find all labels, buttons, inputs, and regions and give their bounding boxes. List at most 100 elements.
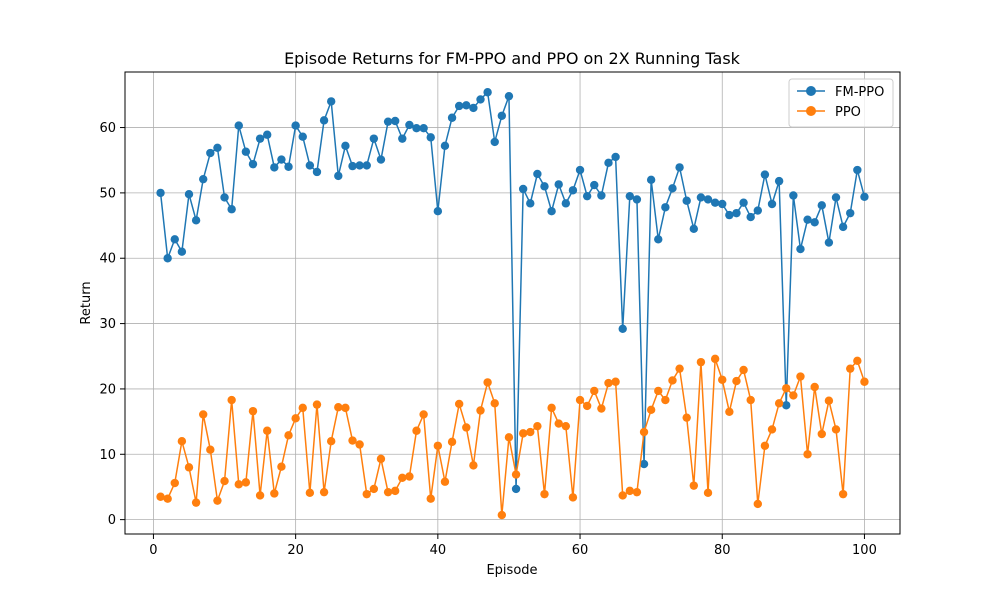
data-point-fm-ppo [739, 198, 748, 207]
data-point-ppo [184, 463, 194, 472]
data-point-fm-ppo [561, 199, 571, 208]
data-point-ppo [654, 386, 663, 396]
series-fm-ppo [156, 88, 869, 494]
data-point-fm-ppo [156, 188, 165, 198]
data-point-ppo [526, 427, 535, 437]
data-point-fm-ppo [789, 191, 798, 200]
data-point-fm-ppo [227, 205, 236, 214]
data-point-fm-ppo [554, 180, 563, 189]
legend-label-fm-ppo: FM-PPO [835, 85, 884, 100]
series-layer [156, 88, 869, 520]
data-point-ppo [568, 493, 578, 502]
data-point-ppo [376, 454, 386, 464]
data-point-ppo [213, 496, 222, 505]
data-point-ppo [398, 473, 407, 483]
legend-label-ppo: PPO [835, 105, 861, 120]
data-point-ppo [170, 478, 179, 488]
data-point-ppo [718, 375, 727, 384]
data-point-ppo [227, 395, 236, 405]
data-point-ppo [746, 395, 755, 405]
data-point-ppo [291, 414, 300, 423]
data-point-ppo [547, 403, 556, 413]
y-tick-label: 30 [99, 317, 116, 332]
data-point-fm-ppo [305, 161, 315, 170]
data-point-fm-ppo [703, 195, 713, 204]
data-point-ppo [405, 472, 414, 481]
data-point-ppo [177, 437, 187, 446]
data-point-ppo [760, 441, 770, 450]
data-point-fm-ppo [234, 121, 243, 130]
y-tick-label: 10 [99, 448, 116, 463]
data-point-ppo [383, 487, 393, 497]
data-point-fm-ppo [611, 152, 620, 162]
data-point-fm-ppo [639, 459, 649, 469]
data-point-ppo [696, 357, 706, 367]
data-point-fm-ppo [277, 155, 286, 164]
data-point-fm-ppo [817, 201, 826, 210]
data-point-fm-ppo [632, 195, 642, 204]
data-point-fm-ppo [476, 95, 485, 104]
x-tick-label: 80 [714, 543, 731, 558]
data-point-fm-ppo [824, 238, 834, 247]
y-tick-label: 0 [108, 513, 116, 528]
data-point-ppo [334, 403, 343, 412]
data-point-fm-ppo [199, 174, 208, 184]
data-point-ppo [625, 486, 635, 496]
data-point-fm-ppo [163, 254, 172, 263]
data-point-fm-ppo [220, 193, 229, 202]
data-point-fm-ppo [412, 123, 421, 133]
data-point-ppo [767, 425, 777, 434]
data-point-fm-ppo [689, 224, 699, 234]
x-tick-label: 0 [149, 543, 157, 558]
data-point-ppo [433, 441, 443, 450]
data-point-fm-ppo [618, 324, 627, 334]
y-tick-label: 20 [99, 382, 116, 397]
data-point-ppo [284, 431, 293, 440]
series-line-fm-ppo [159, 91, 866, 490]
data-point-ppo [277, 462, 286, 471]
data-point-ppo [575, 395, 585, 405]
data-point-ppo [753, 499, 762, 509]
data-point-fm-ppo [725, 210, 734, 220]
data-point-fm-ppo [440, 141, 450, 151]
data-point-ppo [490, 399, 499, 408]
data-point-fm-ppo [298, 132, 307, 141]
data-point-fm-ppo [597, 191, 606, 200]
data-point-ppo [810, 382, 819, 392]
data-point-ppo [248, 406, 258, 416]
data-point-fm-ppo [177, 247, 187, 256]
data-point-fm-ppo [838, 222, 848, 232]
data-point-ppo [348, 436, 357, 445]
data-point-fm-ppo [341, 141, 350, 151]
data-point-fm-ppo [625, 191, 635, 201]
data-point-ppo [710, 354, 720, 364]
data-point-ppo [191, 498, 201, 507]
data-point-fm-ppo [170, 235, 179, 244]
data-point-fm-ppo [803, 215, 812, 224]
data-point-ppo [646, 405, 656, 415]
data-point-ppo [440, 477, 450, 486]
legend-marker-ppo [806, 106, 816, 116]
data-point-ppo [846, 364, 855, 373]
data-point-ppo [561, 421, 571, 431]
data-point-ppo [476, 406, 485, 415]
y-tick-label: 50 [99, 186, 116, 201]
data-point-fm-ppo [355, 161, 364, 170]
data-point-ppo [860, 377, 869, 386]
data-point-ppo [803, 450, 812, 459]
data-point-fm-ppo [582, 191, 592, 201]
data-point-ppo [824, 396, 834, 405]
data-point-ppo [675, 364, 684, 373]
data-point-fm-ppo [518, 184, 528, 194]
data-point-ppo [540, 489, 549, 499]
data-point-ppo [518, 429, 528, 438]
data-point-ppo [632, 487, 642, 497]
data-point-ppo [853, 356, 862, 366]
data-point-ppo [255, 491, 265, 500]
data-point-fm-ppo [270, 163, 279, 172]
data-point-ppo [533, 421, 542, 431]
data-point-fm-ppo [718, 199, 727, 209]
data-point-ppo [454, 399, 464, 409]
data-point-fm-ppo [810, 218, 819, 227]
data-point-ppo [668, 376, 677, 385]
